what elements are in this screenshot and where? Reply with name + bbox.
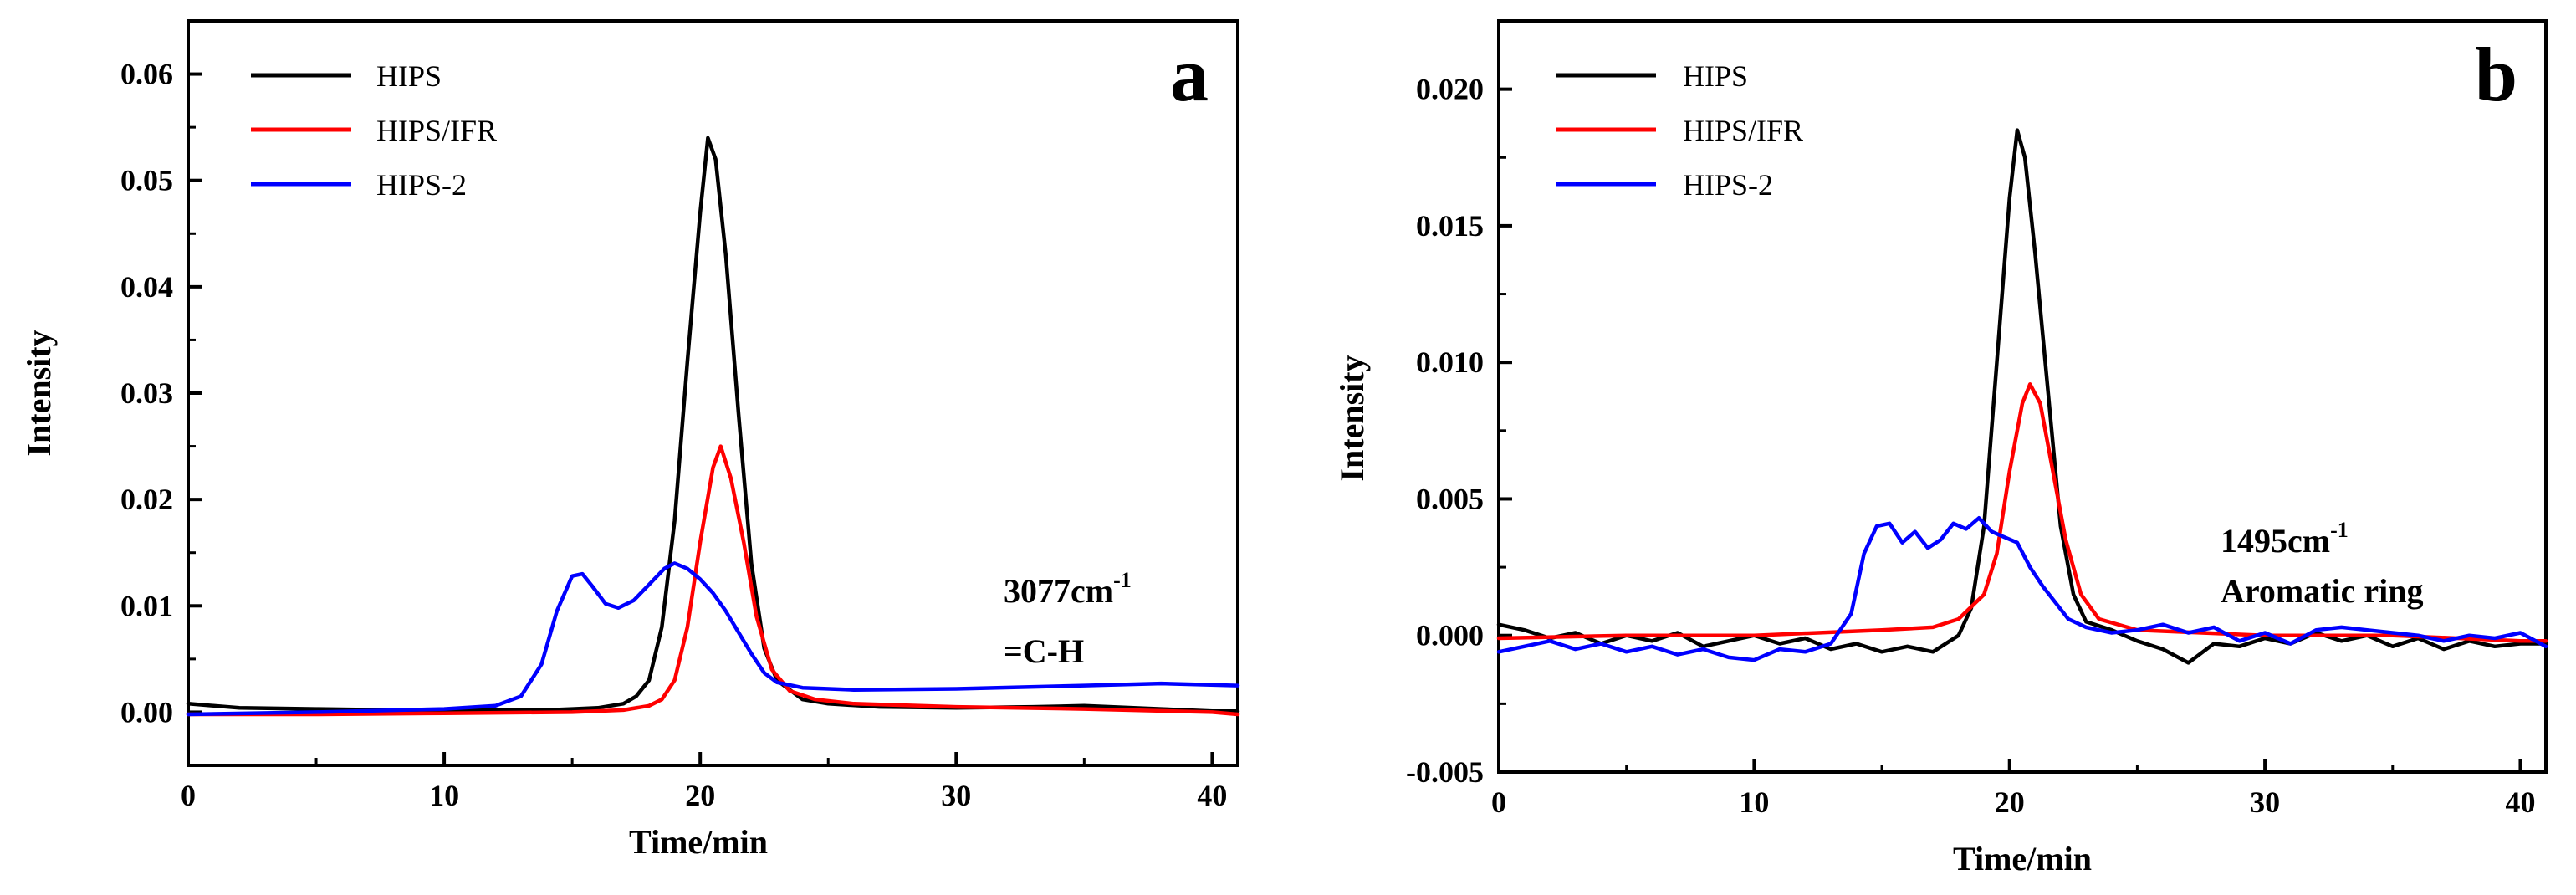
panel-a-x-tick-label: 40 bbox=[1197, 779, 1227, 812]
panel-a-letter: a bbox=[1170, 32, 1209, 117]
panel-b-y-tick-label: 0.005 bbox=[1416, 482, 1484, 515]
panel-a-y-tick-label: 0.02 bbox=[120, 483, 173, 516]
legend-label-hips-2: HIPS-2 bbox=[1683, 168, 1773, 202]
panel-b: -0.005 0.000 0.005 0.010 0.015 0.020 0 10 20 30 4… bbox=[1333, 19, 2548, 877]
panel-b-x-tick-label: 40 bbox=[2505, 785, 2535, 819]
panel-a-y-tick-label: 0.05 bbox=[120, 164, 173, 197]
panel-a-annotation: 3077cm-1 =C-H bbox=[1004, 568, 1132, 670]
panel-a-y-ticks: 0.00 0.01 0.02 0.03 0.04 0.05 0.06 bbox=[120, 58, 202, 729]
panel-a-series bbox=[186, 136, 1240, 717]
panel-a-x-tick-label: 30 bbox=[941, 779, 971, 812]
panel-b-legend: HIPS HIPS/IFR HIPS-2 bbox=[1556, 59, 1803, 202]
legend-label-hips: HIPS bbox=[1683, 59, 1748, 93]
annotation-assignment: Aromatic ring bbox=[2221, 572, 2424, 610]
legend-label-hips-ifr: HIPS/IFR bbox=[376, 114, 497, 147]
panel-b-x-tick-label: 20 bbox=[1995, 785, 2025, 819]
panel-a-y-axis-title: Intensity bbox=[20, 330, 58, 456]
panel-a-x-ticks: 0 10 20 30 40 bbox=[181, 752, 1227, 812]
panel-b-series-hips bbox=[1496, 128, 2548, 665]
panel-a-y-tick-label: 0.01 bbox=[120, 589, 173, 622]
annotation-wavenumber: 1495cm-1 bbox=[2221, 518, 2349, 560]
legend-label-hips-ifr: HIPS/IFR bbox=[1683, 114, 1803, 147]
panel-b-annotation: 1495cm-1 Aromatic ring bbox=[2221, 518, 2424, 610]
panel-b-x-ticks: 0 10 20 30 40 bbox=[1491, 759, 2535, 819]
panel-a-series-hips-2 bbox=[186, 561, 1240, 717]
panel-b-y-tick-label: 0.020 bbox=[1416, 73, 1484, 106]
panel-b-letter: b bbox=[2475, 32, 2517, 117]
panel-a-legend: HIPS HIPS/IFR HIPS-2 bbox=[251, 59, 497, 202]
panel-b-x-tick-label: 0 bbox=[1491, 785, 1506, 819]
panel-a: 0.00 0.01 0.02 0.03 0.04 0.05 0.06 0 10 20 30 40 T… bbox=[20, 19, 1240, 861]
panel-b-x-tick-label: 10 bbox=[1739, 785, 1769, 819]
panel-a-y-tick-label: 0.04 bbox=[120, 270, 173, 304]
panel-a-y-tick-label: 0.06 bbox=[120, 58, 173, 91]
panel-b-y-tick-label: -0.005 bbox=[1406, 755, 1484, 789]
panel-b-y-tick-label: 0.010 bbox=[1416, 345, 1484, 379]
panel-a-x-tick-label: 10 bbox=[429, 779, 459, 812]
panel-a-series-hips bbox=[186, 136, 1240, 713]
panel-b-x-axis-title: Time/min bbox=[1953, 840, 2092, 877]
panel-a-y-tick-label: 0.03 bbox=[120, 376, 173, 410]
panel-b-y-tick-label: 0.015 bbox=[1416, 209, 1484, 243]
panel-b-y-tick-label: 0.000 bbox=[1416, 619, 1484, 652]
panel-b-series-hips-2 bbox=[1496, 516, 2548, 662]
panel-b-frame bbox=[1497, 19, 2548, 774]
panel-b-y-axis-title: Intensity bbox=[1333, 355, 1371, 481]
legend-label-hips-2: HIPS-2 bbox=[376, 168, 467, 202]
panel-a-x-tick-label: 0 bbox=[181, 779, 196, 812]
legend-label-hips: HIPS bbox=[376, 59, 442, 93]
panel-a-series-hips-ifr bbox=[186, 444, 1240, 717]
panel-a-y-tick-label: 0.00 bbox=[120, 695, 173, 729]
panel-a-x-axis-title: Time/min bbox=[629, 823, 768, 861]
annotation-wavenumber: 3077cm-1 bbox=[1004, 568, 1132, 610]
panel-b-x-tick-label: 30 bbox=[2250, 785, 2280, 819]
panel-b-y-ticks: -0.005 0.000 0.005 0.010 0.015 0.020 bbox=[1406, 73, 1512, 789]
annotation-bond: =C-H bbox=[1004, 632, 1084, 670]
panel-a-x-tick-label: 20 bbox=[685, 779, 715, 812]
panel-b-series bbox=[1496, 128, 2548, 665]
